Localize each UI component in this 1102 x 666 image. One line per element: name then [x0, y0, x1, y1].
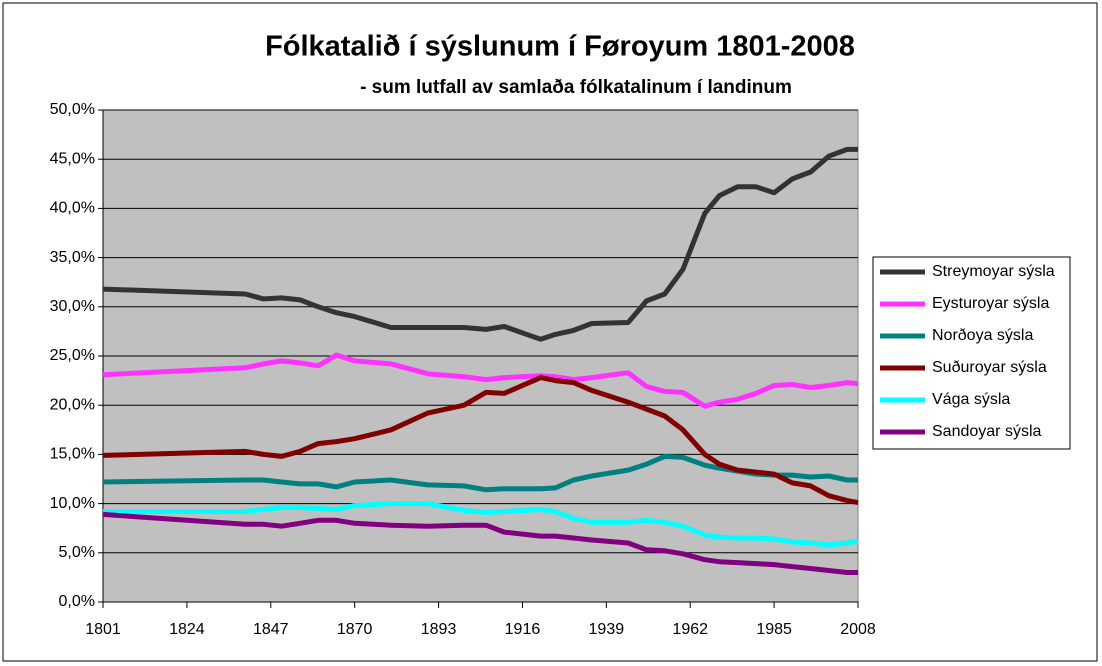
legend-label: Sandoyar sýsla [932, 423, 1041, 440]
series-line [102, 352, 859, 409]
x-tick-label: 1870 [337, 621, 373, 638]
x-tick-label: 1824 [169, 621, 205, 638]
chart-title: Fólkatalið í sýslunum í Føroyum 1801-200… [265, 31, 855, 63]
series-line [103, 501, 859, 548]
legend-label: Suðuroyar sýsla [932, 359, 1047, 376]
series-line [102, 511, 858, 575]
x-tick-label: 1985 [756, 621, 792, 638]
y-tick-label: 35,0% [50, 249, 95, 266]
x-tick-label: 1801 [85, 621, 121, 638]
x-tick-label: 1893 [421, 621, 457, 638]
y-tick-label: 20,0% [50, 396, 95, 413]
x-tick-label: 1962 [672, 621, 708, 638]
y-tick-label: 0,0% [59, 593, 95, 610]
legend-label: Streymoyar sýsla [932, 263, 1055, 280]
series-line [102, 375, 859, 506]
y-tick-label: 5,0% [59, 544, 95, 561]
x-tick-label: 1916 [505, 621, 541, 638]
chart-subtitle: - sum lutfall av samlaða fólkatalinum í … [360, 77, 792, 98]
legend-label: Norðoya sýsla [932, 327, 1033, 344]
y-tick-label: 25,0% [50, 347, 95, 364]
x-tick-label: 1847 [253, 621, 289, 638]
legend [872, 256, 1071, 450]
legend-label: Eysturoyar sýsla [932, 295, 1049, 312]
y-tick-label: 10,0% [50, 495, 95, 512]
series-line [102, 146, 858, 342]
y-tick-label: 30,0% [50, 298, 95, 315]
y-tick-label: 45,0% [50, 150, 95, 167]
y-tick-label: 50,0% [50, 101, 95, 118]
legend-label: Vága sýsla [932, 391, 1010, 408]
x-tick-label: 2008 [840, 621, 876, 638]
y-tick-label: 15,0% [50, 446, 95, 463]
y-tick-label: 40,0% [50, 200, 95, 217]
x-tick-label: 1939 [589, 621, 625, 638]
